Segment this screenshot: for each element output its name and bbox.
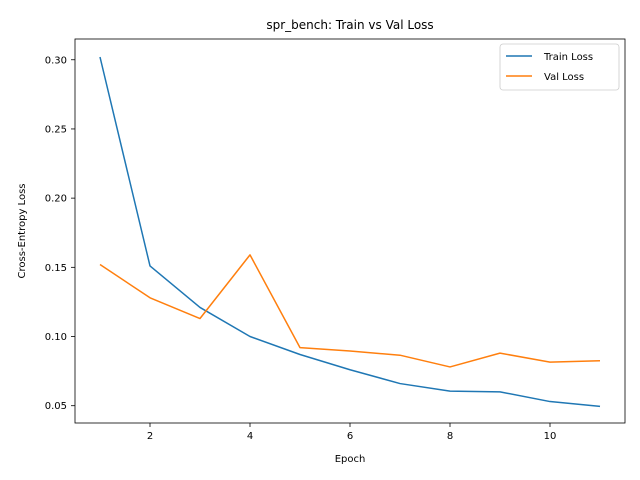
x-tick-label: 2 [147, 431, 153, 442]
chart-title: spr_bench: Train vs Val Loss [266, 18, 433, 32]
x-tick-label: 6 [347, 431, 353, 442]
legend-label-train-loss: Train Loss [543, 52, 593, 63]
legend-label-val-loss: Val Loss [544, 72, 584, 83]
plot-frame [74, 38, 626, 424]
y-tick-label: 0.10 [45, 332, 67, 343]
legend: Train Loss Val Loss [499, 43, 620, 91]
train-loss-line [99, 56, 601, 408]
y-tick-label: 0.25 [45, 124, 67, 135]
y-tick-label: 0.15 [45, 263, 67, 274]
y-axis-label: Cross-Entropy Loss [17, 184, 28, 279]
x-tick-label: 10 [544, 431, 557, 442]
y-tick-label: 0.05 [45, 401, 67, 412]
y-tick-label: 0.30 [45, 55, 67, 66]
y-tick-label: 0.20 [45, 194, 67, 205]
x-tick-label: 4 [247, 431, 253, 442]
val-loss-line [99, 254, 601, 368]
x-axis-label: Epoch [335, 454, 366, 465]
x-tick-label: 8 [447, 431, 453, 442]
legend-box [499, 43, 620, 91]
